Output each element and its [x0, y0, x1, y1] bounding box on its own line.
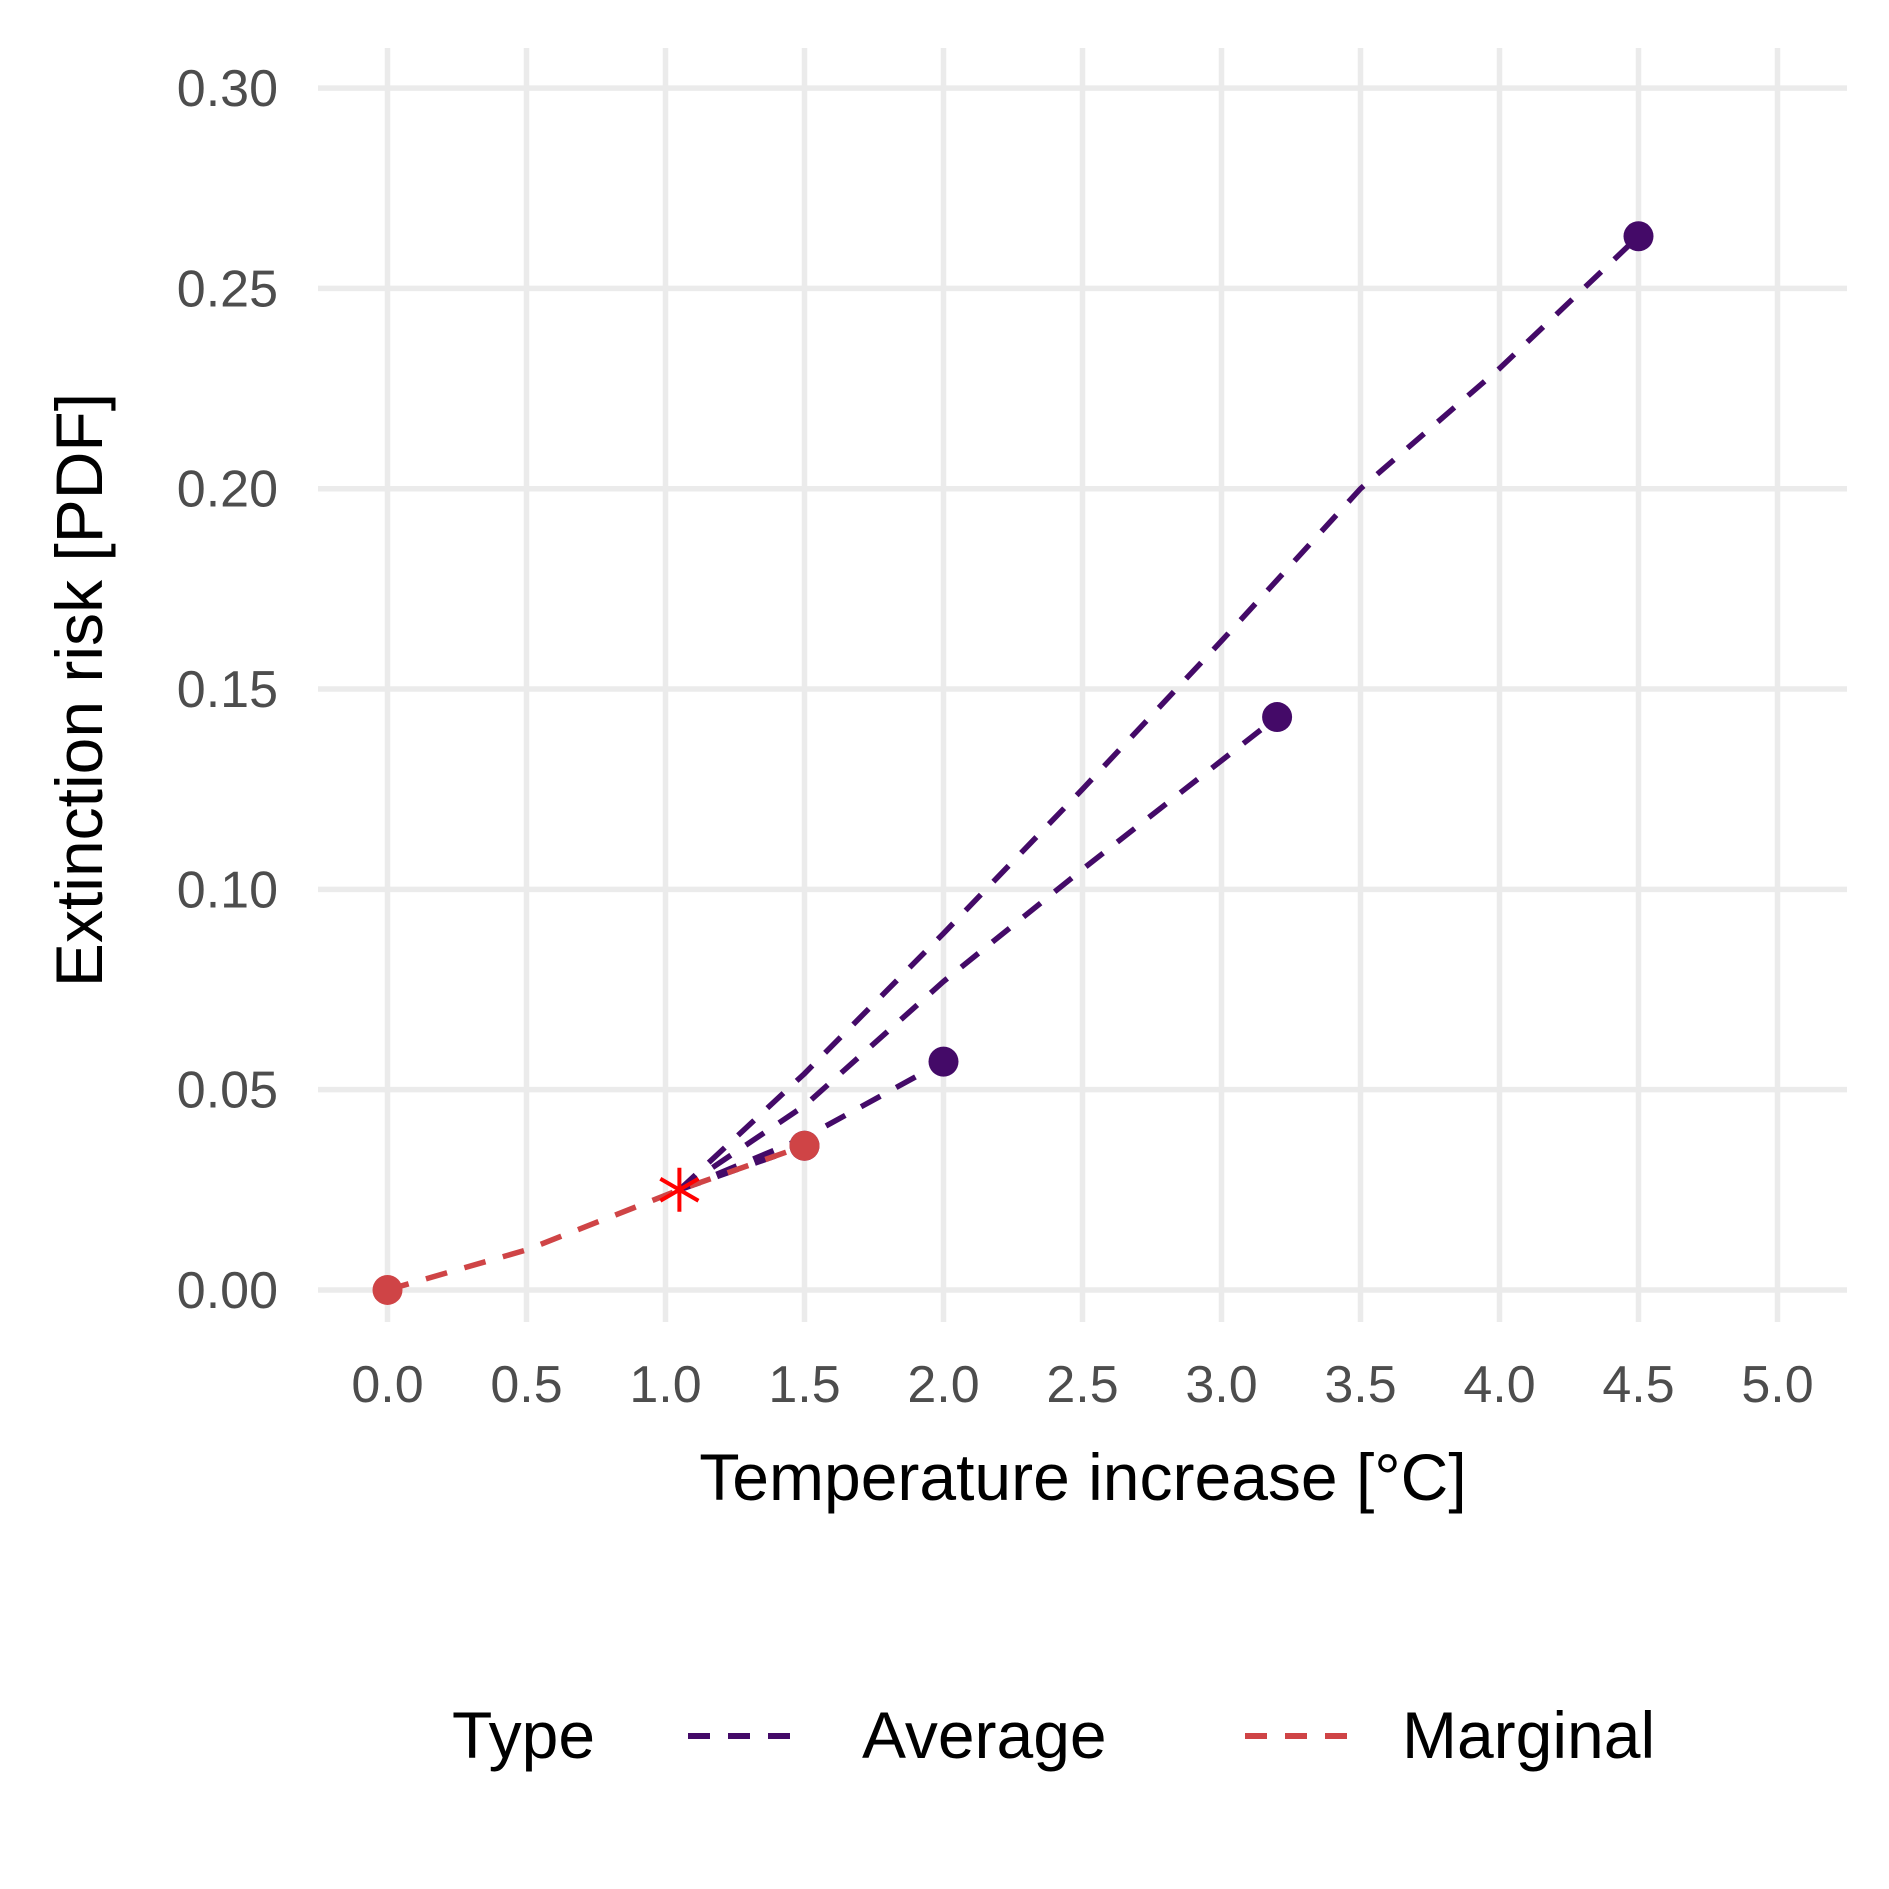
legend-title: Type	[452, 1698, 595, 1772]
grid	[318, 48, 1847, 1322]
data-point-average	[1262, 702, 1293, 733]
data-point-average	[1623, 221, 1654, 252]
x-tick-label: 4.0	[1463, 1356, 1535, 1414]
series-line-average	[678, 1059, 945, 1193]
data-point-marginal	[372, 1274, 403, 1305]
legend: Type Average Marginal	[452, 1698, 1655, 1772]
y-tick-label: 0.10	[177, 861, 278, 919]
x-tick-label: 3.5	[1324, 1356, 1396, 1414]
x-tick-label: 0.0	[351, 1356, 423, 1414]
y-tick-label: 0.05	[177, 1062, 278, 1120]
data-point-average	[928, 1046, 959, 1077]
x-tick-label: 1.5	[768, 1356, 840, 1414]
y-tick-label: 0.30	[177, 60, 278, 118]
y-tick-label: 0.25	[177, 260, 278, 318]
y-axis-title: Extinction risk [PDF]	[42, 393, 116, 987]
y-tick-label: 0.15	[177, 661, 278, 719]
x-tick-label: 2.0	[907, 1356, 979, 1414]
x-tick-label: 4.5	[1602, 1356, 1674, 1414]
x-tick-label: 1.0	[629, 1356, 701, 1414]
series-lines	[386, 234, 1641, 1293]
legend-label-marginal: Marginal	[1402, 1698, 1655, 1772]
x-tick-label: 5.0	[1741, 1356, 1813, 1414]
x-axis-title: Temperature increase [°C]	[699, 1440, 1466, 1514]
x-axis-ticks: 0.0 0.5 1.0 1.5 2.0 2.5 3.0 3.5 4.0 4.5 5.0	[351, 1356, 1813, 1414]
series-line-average	[677, 714, 1279, 1193]
series-points	[372, 221, 1654, 1305]
x-tick-label: 3.0	[1185, 1356, 1257, 1414]
data-point-marginal	[789, 1130, 820, 1161]
current-point-marker	[659, 1167, 700, 1212]
series-line-marginal	[386, 1143, 806, 1293]
x-tick-label: 0.5	[490, 1356, 562, 1414]
legend-label-average: Average	[862, 1698, 1107, 1772]
asterisk-marker-stroke	[659, 1177, 700, 1203]
y-tick-label: 0.00	[177, 1262, 278, 1320]
y-axis-ticks: 0.00 0.05 0.10 0.15 0.20 0.25 0.30	[177, 60, 278, 1320]
x-tick-label: 2.5	[1046, 1356, 1118, 1414]
y-tick-label: 0.20	[177, 461, 278, 519]
series-line-average	[677, 234, 1641, 1192]
